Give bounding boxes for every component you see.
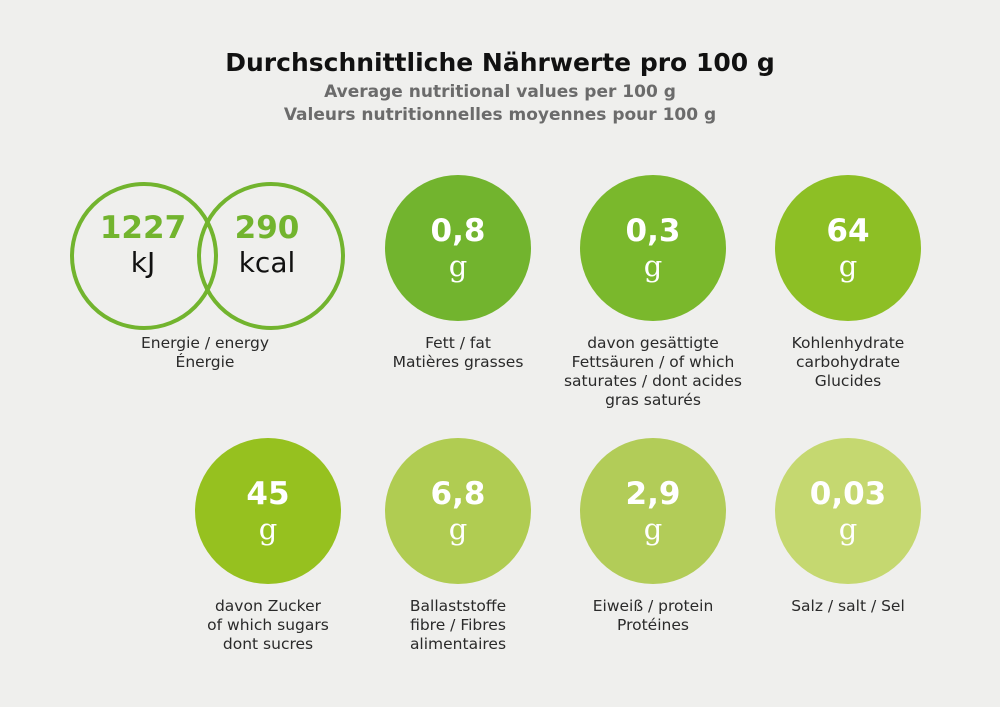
nutrient-value: 45: [246, 476, 290, 512]
label-line: gras saturés: [605, 391, 701, 409]
nutrient-value: 64: [826, 213, 870, 249]
nutrient-unit: g: [643, 249, 663, 283]
label-line: Kohlenhydrate: [791, 334, 905, 352]
nutrient-label: Kohlenhydrate carbohydrate Glucides: [748, 334, 948, 391]
energy-kj-value: 1227: [99, 210, 187, 246]
nutrient-unit: g: [448, 512, 468, 546]
energy-kcal-unit: kcal: [238, 246, 296, 279]
nutrient-value: 0,03: [809, 476, 887, 512]
nutrient-label: Salz / salt / Sel: [748, 597, 948, 616]
label-line: carbohydrate: [795, 353, 901, 371]
energy-kcal: 290 kcal: [194, 210, 340, 280]
label-line: Eiweiß / protein: [592, 597, 714, 615]
energy-kj: 1227 kJ: [70, 210, 216, 280]
energy-kcal-value: 290: [234, 210, 300, 246]
label-line: davon Zucker: [214, 597, 322, 615]
energy-kj-unit: kJ: [130, 246, 156, 279]
label-line: Glucides: [814, 372, 882, 390]
nutrient-unit: g: [448, 249, 468, 283]
nutrient-label: Eiweiß / protein Protéines: [553, 597, 753, 635]
label-line: Energie / energy: [140, 334, 270, 352]
nutrient-label: davon gesättigte Fettsäuren / of which sat…: [553, 334, 753, 410]
label-line: Ballaststoffe: [409, 597, 507, 615]
label-line: Matières grasses: [392, 353, 524, 371]
nutrient-circle: 45 g: [195, 438, 341, 584]
nutrient-circle: 64 g: [775, 175, 921, 321]
energy-label: Energie / energy Énergie: [105, 334, 305, 372]
nutrient-circle: 6,8 g: [385, 438, 531, 584]
nutrient-value: 0,3: [625, 213, 681, 249]
label-line: Salz / salt / Sel: [791, 597, 905, 615]
nutrient-value: 6,8: [430, 476, 486, 512]
label-line: Énergie: [175, 353, 235, 371]
label-line: of which sugars: [207, 616, 329, 634]
label-line: alimentaires: [409, 635, 507, 653]
nutrient-circle: 0,3 g: [580, 175, 726, 321]
title-de: Durchschnittliche Nährwerte pro 100 g: [225, 48, 775, 77]
title-fr: Valeurs nutritionnelles moyennes pour 10…: [283, 105, 717, 125]
nutrient-value: 0,8: [430, 213, 486, 249]
nutrient-value: 2,9: [625, 476, 681, 512]
nutrient-unit: g: [643, 512, 663, 546]
label-line: saturates / dont acides: [563, 372, 743, 390]
label-line: dont sucres: [222, 635, 314, 653]
label-line: Protéines: [617, 616, 689, 634]
title-en: Average nutritional values per 100 g: [324, 82, 676, 102]
nutrient-circle: 2,9 g: [580, 438, 726, 584]
nutrient-label: davon Zucker of which sugars dont sucres: [168, 597, 368, 654]
label-line: fibre / Fibres: [410, 616, 506, 634]
label-line: Fettsäuren / of which: [571, 353, 735, 371]
nutrient-unit: g: [838, 249, 858, 283]
nutrient-unit: g: [258, 512, 278, 546]
label-line: davon gesättigte: [587, 334, 719, 352]
energy-kcal-ring: [197, 182, 345, 330]
nutrient-circle: 0,03 g: [775, 438, 921, 584]
label-line: Fett / fat: [425, 334, 491, 352]
nutrient-label: Ballaststoffe fibre / Fibres alimentaires: [358, 597, 558, 654]
nutrient-label: Fett / fat Matières grasses: [358, 334, 558, 372]
nutrient-unit: g: [838, 512, 858, 546]
nutrient-circle: 0,8 g: [385, 175, 531, 321]
